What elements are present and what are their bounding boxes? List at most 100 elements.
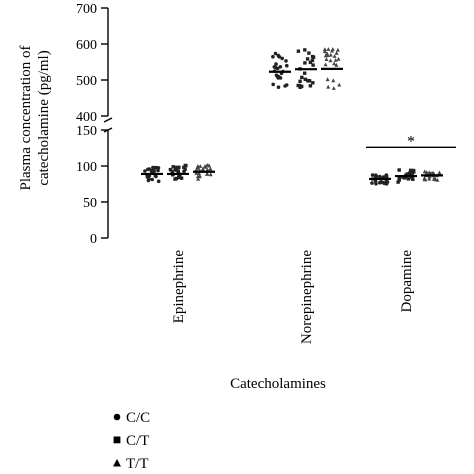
y-tick-label: 700	[76, 2, 97, 17]
data-point-square	[174, 165, 179, 170]
data-point-triangle	[333, 58, 338, 62]
data-point-square	[311, 63, 315, 67]
data-point-circle	[151, 165, 155, 170]
data-point-circle	[156, 179, 161, 184]
data-point-square	[303, 61, 307, 65]
category-labels: Epinephrine Norepinephrine Dopamine	[171, 250, 415, 344]
data-point-triangle	[328, 58, 333, 63]
data-point-square	[408, 168, 413, 173]
data-point-triangle	[427, 170, 432, 175]
data-point-triangle	[326, 84, 331, 89]
data-point-triangle	[435, 178, 440, 182]
data-point-circle	[156, 168, 160, 173]
data-point-triangle	[432, 176, 437, 180]
data-point-square	[171, 165, 175, 169]
data-point-circle	[275, 66, 280, 71]
data-point-triangle	[208, 166, 213, 171]
data-point-square	[397, 168, 401, 172]
data-point-square	[307, 51, 311, 55]
legend-label: C/C	[126, 410, 150, 426]
data-point-triangle	[334, 62, 339, 67]
data-point-square	[397, 176, 401, 180]
data-point-triangle	[195, 164, 200, 168]
data-point-triangle	[331, 86, 336, 90]
y-tick-label: 500	[76, 74, 97, 89]
data-point-triangle	[335, 47, 340, 52]
data-point-triangle	[323, 53, 328, 58]
data-point-square	[406, 177, 410, 181]
data-point-circle	[276, 53, 281, 58]
legend-triangle-icon	[113, 459, 121, 467]
data-point-triangle	[196, 165, 200, 170]
data-point-circle	[378, 174, 382, 179]
category-label: Dopamine	[399, 250, 415, 313]
data-point-triangle	[332, 61, 337, 66]
data-point-square	[303, 77, 307, 81]
data-point-triangle	[325, 77, 330, 82]
data-point-triangle	[325, 51, 329, 56]
data-point-triangle	[196, 176, 201, 181]
legend: C/C C/T T/T	[113, 410, 150, 472]
data-point-triangle	[422, 169, 427, 174]
data-point-circle	[384, 181, 389, 185]
data-point-square	[173, 177, 177, 181]
data-point-circle	[276, 85, 281, 89]
data-point-square	[303, 48, 307, 52]
y-tick-label: 150	[76, 124, 97, 139]
data-point-square	[397, 178, 401, 182]
axes: 400 500 600 700 0 50 100 150	[76, 2, 113, 247]
significance-annotation: *	[366, 133, 456, 150]
data-point-circle	[285, 63, 289, 68]
data-point-triangle	[208, 172, 213, 177]
y-axis-title: Plasma concentration of catecholamine (p…	[18, 46, 52, 191]
data-point-triangle	[328, 52, 333, 57]
y-tick-label: 600	[76, 38, 97, 53]
data-point-triangle	[334, 50, 339, 55]
data-point-circle	[150, 177, 154, 182]
data-point-triangle	[431, 171, 436, 175]
category-label: Epinephrine	[171, 250, 187, 324]
y-tick-label: 400	[76, 110, 97, 125]
data-point-square	[184, 163, 188, 168]
data-point-square	[168, 167, 173, 172]
data-point-square	[296, 83, 300, 88]
data-point-triangle	[337, 82, 342, 87]
data-point-square	[311, 81, 315, 85]
y-axis-title-line-2: catecholamine (pg/ml)	[36, 50, 52, 185]
data-point-triangle	[200, 166, 205, 171]
y-tick-label: 50	[83, 196, 97, 211]
data-point-circle	[370, 181, 374, 185]
legend-square-icon	[113, 436, 121, 444]
data-point-circle	[146, 178, 151, 183]
data-point-circle	[271, 54, 275, 59]
data-point-circle	[271, 82, 276, 87]
data-point-circle	[284, 83, 289, 87]
data-point-square	[408, 171, 412, 176]
data-point-square	[182, 170, 186, 174]
data-point-triangle	[194, 171, 199, 175]
legend-circle-icon	[113, 413, 121, 421]
data-point-triangle	[197, 171, 201, 175]
data-point-square	[311, 55, 316, 59]
data-point-square	[411, 168, 416, 173]
data-point-square	[396, 180, 400, 184]
data-points	[143, 47, 442, 186]
data-point-triangle	[331, 78, 336, 83]
data-point-triangle	[437, 170, 442, 175]
data-point-circle	[272, 65, 277, 69]
data-point-circle	[373, 179, 378, 183]
data-point-square	[305, 57, 310, 61]
data-point-square	[303, 71, 307, 75]
data-point-square	[410, 176, 414, 180]
data-point-triangle	[322, 47, 327, 51]
data-point-circle	[278, 65, 283, 69]
data-point-triangle	[205, 163, 210, 167]
data-point-circle	[156, 166, 161, 170]
data-point-square	[310, 58, 315, 63]
data-point-square	[300, 75, 304, 80]
data-point-triangle	[427, 174, 432, 179]
data-point-square	[300, 84, 304, 89]
data-point-square	[308, 60, 313, 65]
data-point-square	[183, 167, 187, 171]
